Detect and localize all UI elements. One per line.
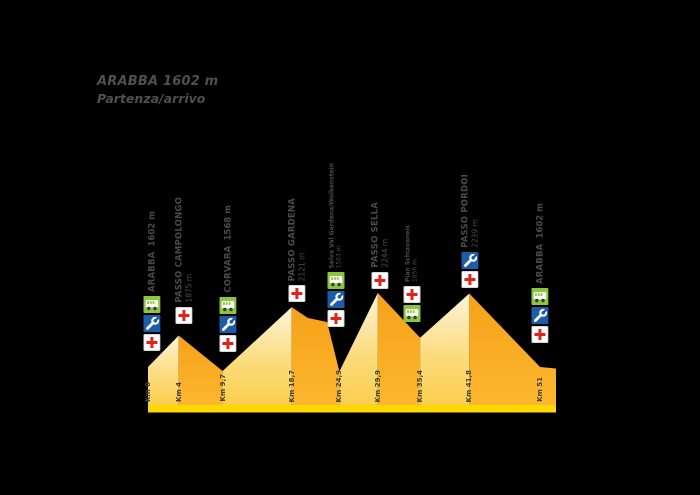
waypoint-elevation: 1856 m (412, 258, 419, 282)
waypoint-name: ARABBA (147, 251, 158, 292)
km-label: Km 51 (536, 377, 544, 402)
waypoint-elevation: 1875 m (184, 274, 194, 303)
waypoint-name: PASSO SELLA (370, 202, 381, 268)
waypoint-elevation: 1563 m (336, 244, 343, 268)
shuttle-bus-icon (403, 305, 421, 322)
km-label: Km 9,7 (218, 374, 227, 402)
shuttle-bus-icon (219, 297, 237, 314)
first-aid-icon (531, 326, 549, 343)
service-icon-stack (219, 297, 237, 352)
km-label: Km 0 (144, 381, 152, 402)
waypoint-label: PASSO PORDOI 2239 m (460, 174, 479, 248)
waypoint-elevation: 2121 m (297, 252, 307, 281)
profile-segment (377, 292, 421, 405)
waypoint-name: PASSO PORDOI (460, 174, 471, 248)
waypoint-name: ARABBA (535, 243, 546, 284)
waypoint-label: PASSO SELLA 2244 m (370, 202, 389, 268)
profile-segment (178, 335, 223, 405)
km-label: Km 35,4 (416, 369, 425, 402)
first-aid-icon (403, 286, 421, 303)
service-icon-stack (403, 286, 421, 322)
waypoint-column: Selva Val Gardena/Wolkenstein 1563 m (327, 163, 345, 327)
profile-segment (148, 335, 179, 405)
service-icon-stack (461, 252, 479, 288)
first-aid-icon (175, 307, 193, 324)
waypoint-elevation: 2239 m (470, 219, 480, 248)
waypoint-label: Selva Val Gardena/Wolkenstein 1563 m (329, 163, 343, 268)
first-aid-icon (327, 310, 345, 327)
wrench-icon (219, 316, 237, 333)
shuttle-bus-icon (327, 272, 345, 289)
waypoint-column: PASSO CAMPOLONGO 1875 m (174, 197, 194, 324)
km-label: Km 41,8 (465, 369, 474, 402)
waypoint-label: ARABBA 1602 m (530, 203, 549, 284)
baseline-strip (148, 405, 556, 413)
waypoint-label: PASSO CAMPOLONGO 1875 m (174, 197, 193, 303)
waypoint-name: PASSO GARDENA (287, 197, 298, 281)
waypoint-name: CORVARA (223, 245, 234, 293)
first-aid-icon (288, 285, 306, 302)
waypoint-column: PASSO SELLA 2244 m (370, 202, 390, 289)
km-label: Km 18,7 (287, 369, 296, 402)
waypoint-column: PASSO GARDENA 2121 m (287, 198, 307, 302)
waypoint-name: PASSO CAMPOLONGO (174, 197, 185, 303)
service-icon-stack (371, 272, 389, 289)
wrench-icon (531, 307, 549, 324)
first-aid-icon (371, 272, 389, 289)
waypoint-column: Pian Schiavaneis 1856 m (403, 225, 421, 322)
service-icon-stack (175, 307, 193, 324)
shuttle-bus-icon (531, 288, 549, 305)
start-finish-subtitle: Partenza/arrivo (97, 90, 206, 106)
service-icon-stack (531, 288, 549, 343)
waypoint-elevation: 1602 m (535, 202, 546, 239)
profile-segment (469, 293, 556, 405)
waypoint-elevation: 2244 m (380, 239, 390, 268)
page-title: ARABBA 1602 m Partenza/arrivo (97, 74, 218, 107)
km-label: Km 29,9 (373, 369, 382, 402)
waypoint-label: PASSO GARDENA 2121 m (287, 198, 306, 281)
waypoint-elevation: 1568 m (223, 205, 234, 241)
service-icon-stack (327, 272, 345, 327)
wrench-icon (143, 315, 161, 332)
wrench-icon (327, 291, 345, 308)
start-location-title: ARABBA 1602 m (97, 74, 218, 91)
first-aid-icon (461, 271, 479, 288)
km-label: Km 24,9 (335, 369, 344, 402)
service-icon-stack (288, 285, 306, 302)
shuttle-bus-icon (143, 296, 161, 313)
waypoint-elevation: 1602 m (147, 210, 158, 247)
start-location-name: ARABBA (97, 74, 159, 89)
waypoint-column: PASSO PORDOI 2239 m (460, 174, 480, 288)
profile-segment (420, 293, 470, 405)
waypoint-column: ARABBA 1602 m (530, 203, 549, 343)
profile-segment (339, 292, 378, 405)
waypoint-label: Pian Schiavaneis 1856 m (405, 225, 419, 282)
waypoint-column: ARABBA 1602 m (142, 211, 161, 351)
first-aid-icon (143, 334, 161, 351)
profile-segment (291, 307, 340, 405)
waypoint-label: ARABBA 1602 m (142, 211, 161, 292)
start-location-elevation: 1602 m (162, 74, 219, 89)
service-icon-stack (143, 296, 161, 351)
wrench-icon (461, 252, 479, 269)
waypoint-column: CORVARA 1568 m (218, 205, 237, 352)
waypoint-label: CORVARA 1568 m (218, 205, 237, 293)
first-aid-icon (219, 335, 237, 352)
km-label: Km 4 (174, 381, 183, 402)
profile-segment (222, 307, 292, 405)
